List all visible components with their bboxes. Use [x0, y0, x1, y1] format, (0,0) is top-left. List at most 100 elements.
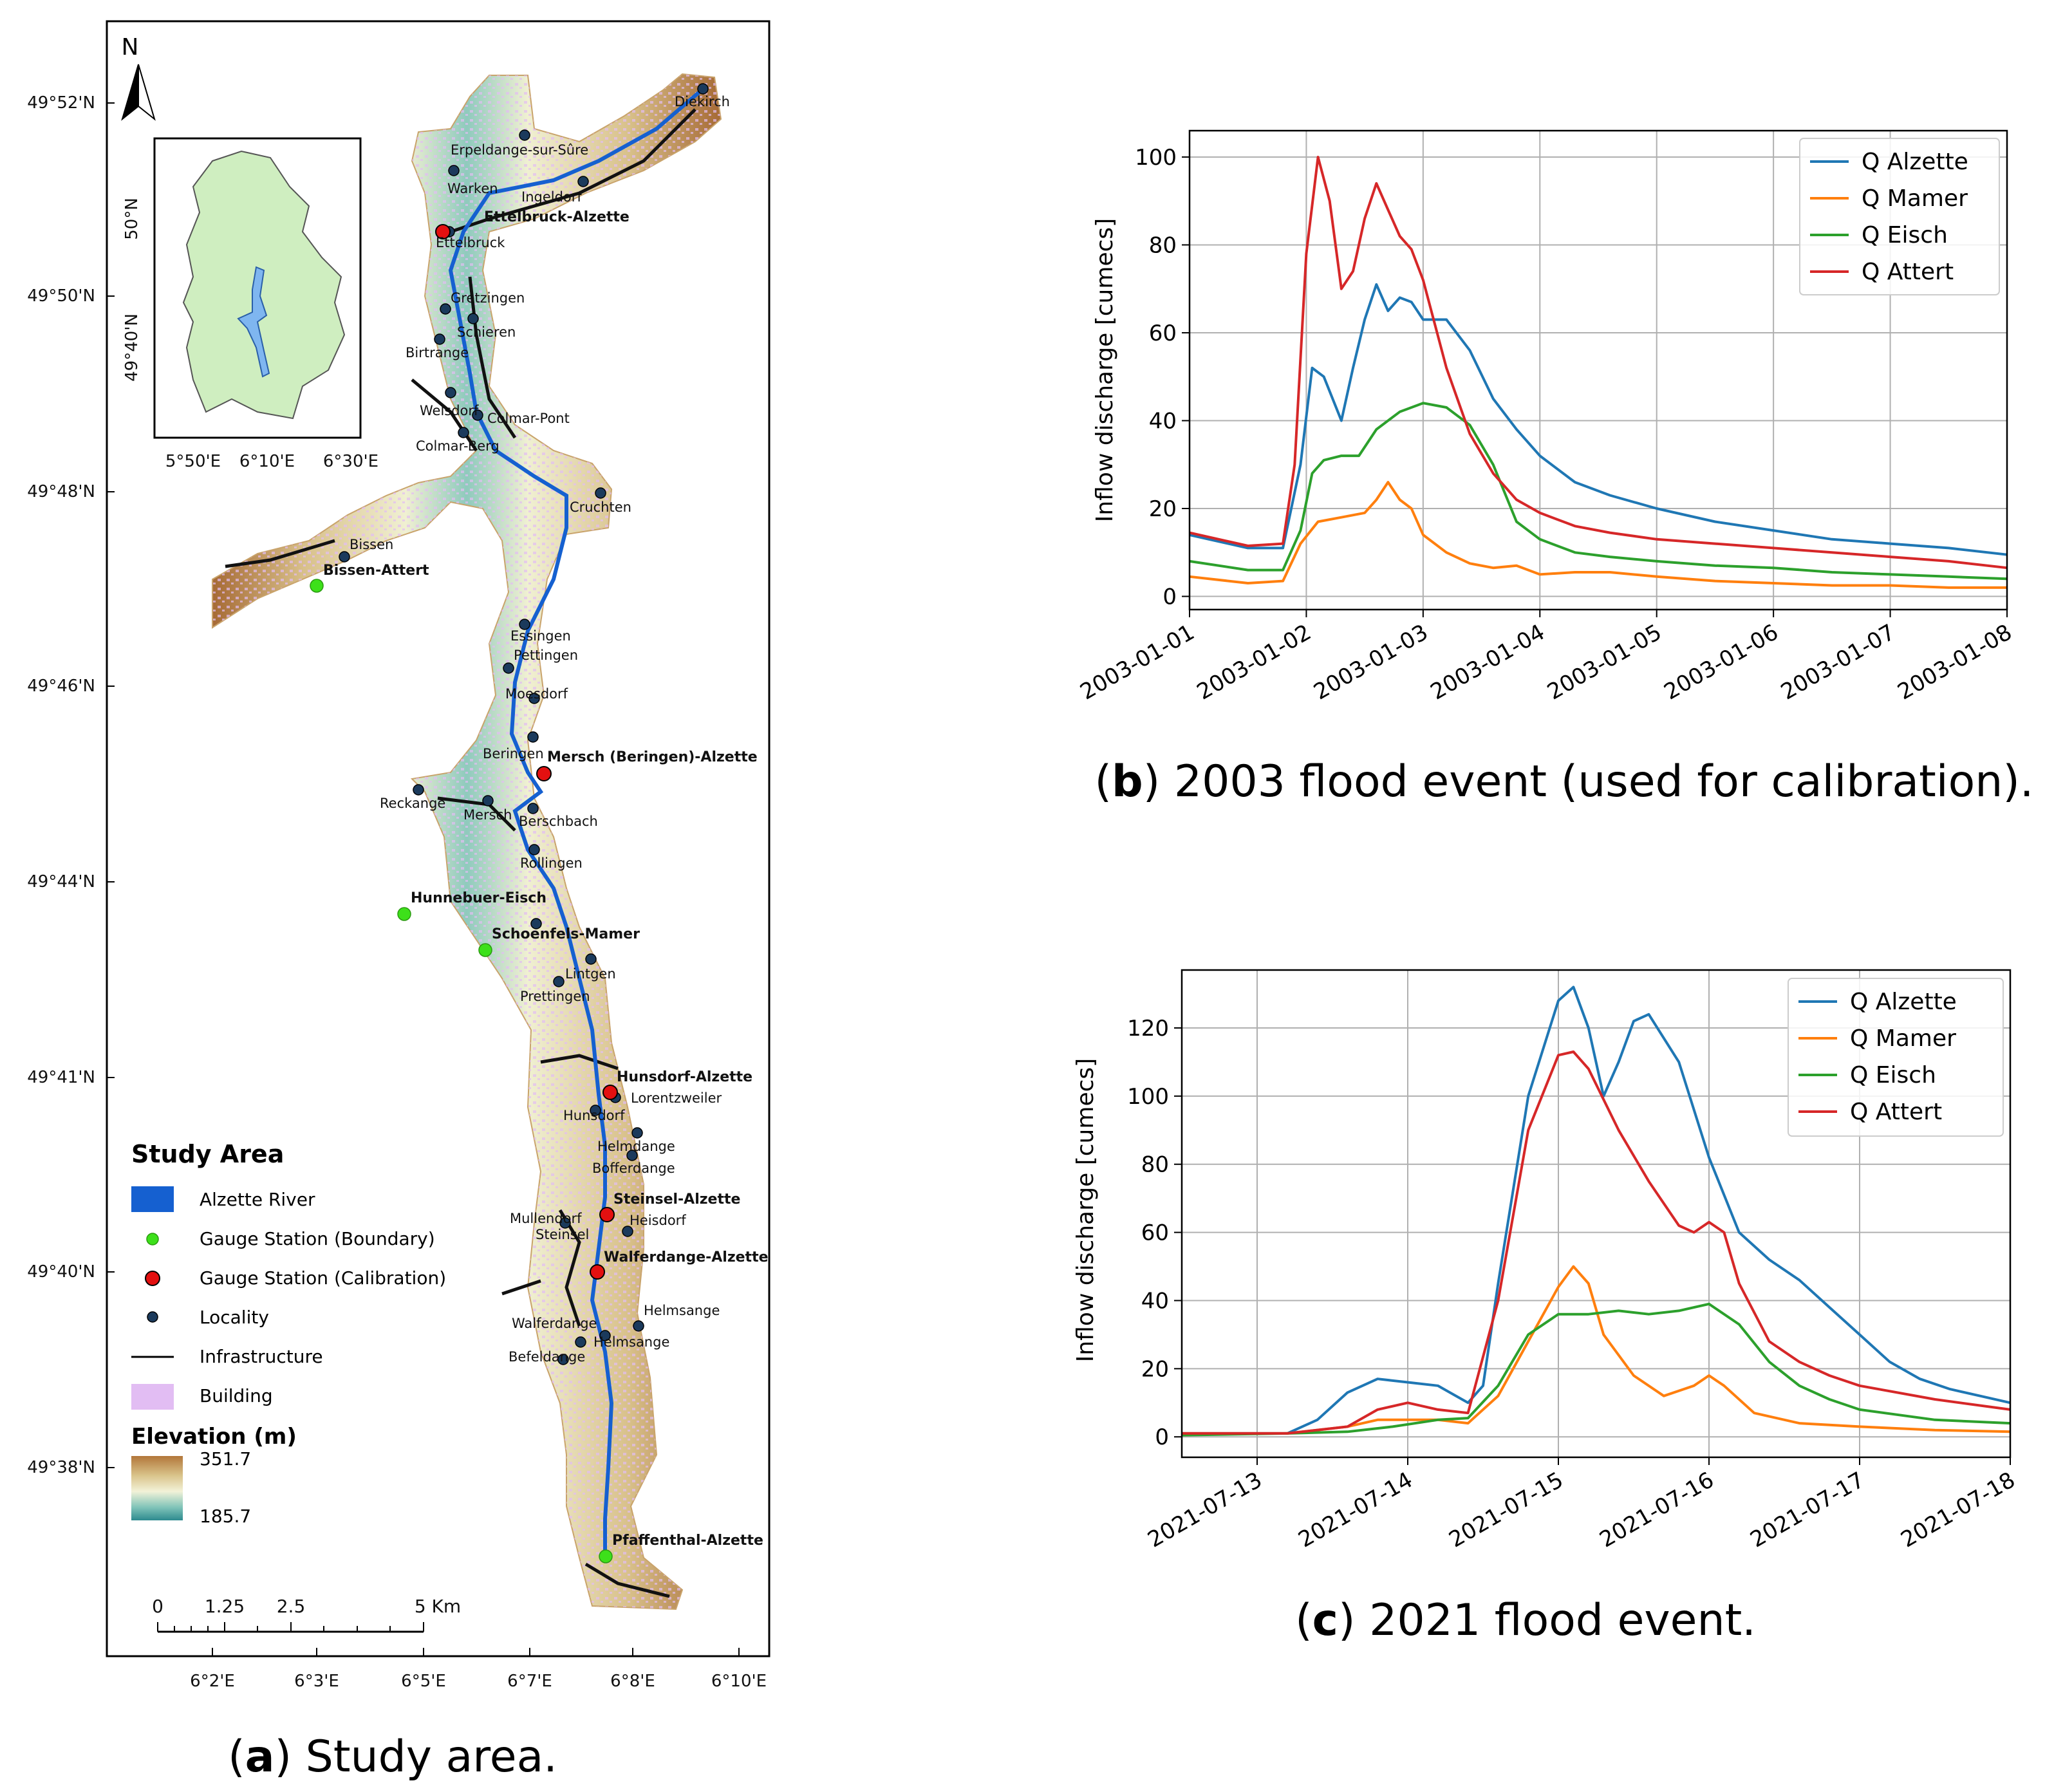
- locality-label: Reckange: [380, 796, 445, 811]
- locality-label: Helmdange: [597, 1139, 675, 1154]
- lat-tick: 49°38'N: [27, 1458, 95, 1477]
- caption-text-2021: 2021 flood event.: [1355, 1595, 1755, 1646]
- series-line-q-mamer: [1189, 481, 2007, 589]
- locality-label: Rollingen: [520, 855, 583, 871]
- x-tick-label: 2003-01-02: [1193, 619, 1316, 705]
- locality-label: Essingen: [510, 628, 571, 644]
- lat-tick: 49°44'N: [27, 872, 95, 891]
- locality-label: Heisdorf: [630, 1213, 686, 1228]
- locality-labels: Diekirch Erpeldange-sur-Sûre Warken Inge…: [350, 94, 730, 1365]
- x-tick-label: 2003-01-01: [1076, 619, 1199, 705]
- legend-item: Gauge Station (Calibration): [200, 1267, 446, 1289]
- x-tick-label: 2003-01-03: [1309, 619, 1432, 705]
- legend-swatch-boundary: [146, 1233, 159, 1246]
- inset-map: 50°N 49°40'N 5°50'E 6°10'E 6°30'E: [122, 137, 378, 471]
- legend-title: Study Area: [131, 1140, 284, 1168]
- scale-label: 5 Km: [415, 1596, 461, 1617]
- legend-swatch-locality: [147, 1311, 158, 1323]
- locality-label: Gretzingen: [451, 290, 525, 306]
- locality-label: Warken: [447, 181, 498, 196]
- lat-tick: 49°48'N: [27, 482, 95, 501]
- lon-tick: 6°2'E: [190, 1672, 235, 1691]
- caption-text: Study area.: [292, 1731, 557, 1782]
- x-tick-label: 2003-01-05: [1543, 619, 1666, 705]
- map-lat-ticks: 49°52'N 49°50'N 49°48'N 49°46'N 49°44'N …: [27, 93, 95, 1477]
- series-2021: [1181, 985, 2011, 1437]
- legend-item: Infrastructure: [200, 1346, 323, 1367]
- legend-entry: Q Eisch: [1862, 222, 1948, 248]
- locality-label: Schieren: [457, 324, 516, 340]
- station-label: Schoenfels-Mamer: [492, 926, 640, 942]
- north-arrow: N: [121, 34, 156, 121]
- locality-label: Lorentzweiler: [631, 1090, 722, 1106]
- inset-study-area: [237, 266, 270, 378]
- inset-lon-tick: 5°50'E: [165, 452, 221, 471]
- x-tick-label: 2003-01-06: [1660, 619, 1783, 705]
- y-tick-label: 20: [1141, 1356, 1169, 1382]
- locality-label: Colmar-Berg: [416, 438, 500, 454]
- y-ticks-2021: 0 20 40 60 80 100 120: [1127, 1016, 1182, 1450]
- map-lon-ticks: 6°2'E 6°3'E 6°5'E 6°7'E 6°8'E 6°10'E: [190, 1672, 767, 1691]
- legend-elevation-title: Elevation (m): [131, 1424, 297, 1450]
- station-label: Walferdange-Alzette: [604, 1249, 769, 1265]
- y-tick-label: 120: [1127, 1016, 1169, 1041]
- legend-entry: Q Mamer: [1862, 185, 1968, 212]
- station-label: Pfaffenthal-Alzette: [612, 1533, 763, 1549]
- x-tick-label: 2003-01-04: [1426, 619, 1549, 705]
- locality-label: Moesdorf: [505, 686, 568, 702]
- locality-label: Steinsel: [536, 1227, 589, 1242]
- x-ticks-2021: 2021-07-13 2021-07-14 2021-07-15 2021-07-16…: [1143, 1457, 2020, 1553]
- caption-2021: (c) 2021 flood event.: [1295, 1595, 1756, 1646]
- station-label: Ettelbruck-Alzette: [484, 209, 630, 225]
- inset-lat-tick: 49°40'N: [122, 313, 142, 382]
- lat-tick: 49°50'N: [27, 286, 95, 306]
- study-area-map: Diekirch Erpeldange-sur-Sûre Warken Inge…: [27, 20, 770, 1782]
- plot-frame-2003: [1188, 129, 2008, 611]
- y-tick-label: 80: [1141, 1152, 1169, 1178]
- study-area-corridor: [212, 73, 722, 1610]
- locality-label: Hunsdorf: [563, 1108, 625, 1123]
- locality-label: Welsdorf: [420, 403, 479, 418]
- x-tick-label: 2003-01-07: [1777, 619, 1900, 705]
- locality-markers: [339, 83, 709, 1365]
- scale-bar: 0 1.25 2.5 5 Km: [152, 1596, 461, 1633]
- legend-entry: Q Mamer: [1850, 1025, 1956, 1052]
- x-tick-label: 2003-01-08: [1893, 619, 2016, 705]
- inset-lon-tick: 6°30'E: [323, 452, 378, 471]
- lon-tick: 6°3'E: [294, 1672, 339, 1691]
- series-line-q-alzette: [1182, 985, 2011, 1435]
- y-tick-label: 40: [1149, 408, 1177, 434]
- locality-label: Erpeldange-sur-Sûre: [451, 142, 588, 158]
- x-tick-label: 2021-07-18: [1896, 1467, 2019, 1553]
- elevation-min: 185.7: [200, 1506, 251, 1527]
- legend-2003: Q Alzette Q Mamer Q Eisch Q Attert: [1799, 138, 2000, 295]
- locality-label: Bofferdange: [592, 1161, 675, 1176]
- inset-ticks: 50°N 49°40'N 5°50'E 6°10'E 6°30'E: [122, 198, 378, 471]
- inset-lon-tick: 6°10'E: [239, 452, 295, 471]
- locality-label: Mersch: [463, 807, 512, 823]
- series-line-q-eisch: [1181, 1302, 2011, 1437]
- caption-2003: (b) 2003 flood event (used for calibrati…: [1095, 756, 2034, 807]
- scale-label: 0: [152, 1596, 163, 1617]
- x-tick-label: 2021-07-17: [1746, 1467, 1869, 1553]
- legend-entry: Q Alzette: [1862, 149, 1968, 175]
- locality-label: Berschbach: [519, 814, 598, 829]
- scale-label: 2.5: [277, 1596, 306, 1617]
- locality-label: Helmsange: [644, 1303, 720, 1318]
- y-tick-label: 80: [1149, 232, 1177, 258]
- x-tick-label: 2021-07-15: [1444, 1467, 1567, 1553]
- lat-tick: 49°52'N: [27, 93, 95, 113]
- station-labels: Ettelbruck-Alzette Bissen-Attert Mersch …: [323, 209, 769, 1549]
- caption-text-2003: 2003 flood event (used for calibration).: [1160, 756, 2033, 807]
- legend-swatch-river: [131, 1186, 174, 1212]
- caption-letter-2021: c: [1312, 1595, 1338, 1646]
- infrastructure-lines: [225, 108, 696, 1598]
- legend-item: Locality: [200, 1307, 269, 1328]
- map-legend: Study Area Alzette River Gauge Station (…: [131, 1140, 446, 1527]
- lon-tick: 6°8'E: [610, 1672, 655, 1691]
- x-ticks-2003: 2003-01-012003-01-022003-01-032003-01-04…: [1076, 610, 2017, 705]
- boundary-station-markers: [310, 579, 613, 1563]
- y-tick-label: 100: [1127, 1084, 1169, 1110]
- legend-entry: Q Alzette: [1850, 989, 1957, 1015]
- legend-2021: Q Alzette Q Mamer Q Eisch Q Attert: [1788, 978, 2004, 1137]
